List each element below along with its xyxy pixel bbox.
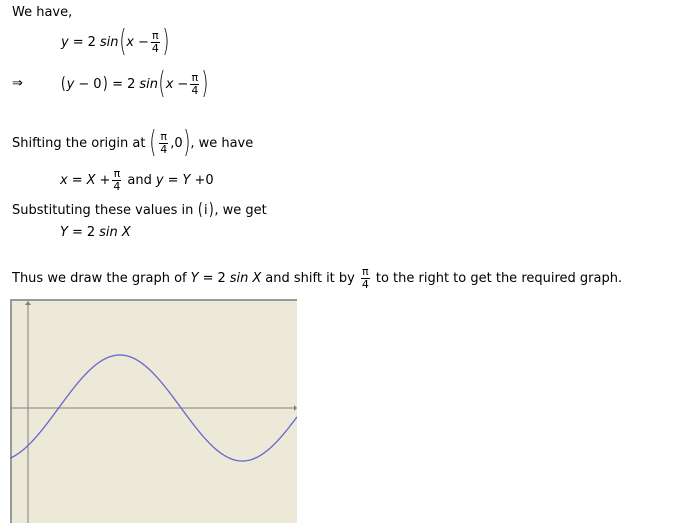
eq2-lhs-zero: 0 xyxy=(93,76,102,92)
sub-frac-den: 4 xyxy=(112,180,122,193)
eq2-var: x xyxy=(165,76,174,92)
equation-1: y = 2 sin ( x − π 4 ) xyxy=(61,27,170,57)
substituting-after-text: , we get xyxy=(214,203,267,218)
thus-coef: 2 xyxy=(217,271,226,286)
thus-equals: = xyxy=(202,271,214,286)
eq1-close-paren: ) xyxy=(162,24,170,59)
sub-Y: Y xyxy=(182,173,191,188)
sub-equals-2: = xyxy=(167,173,179,188)
eq1-func: sin xyxy=(99,34,119,50)
result-equals: = xyxy=(71,225,83,240)
shift-line: Shifting the origin at ( π 4 ,0 ) , we h… xyxy=(12,128,253,158)
sine-curve xyxy=(10,354,297,462)
shift-open-paren: ( xyxy=(149,125,157,160)
thus-Y: Y xyxy=(190,271,199,286)
eq2-func: sin xyxy=(139,76,158,92)
thus-frac-den: 4 xyxy=(360,278,370,291)
substitution-equations: x = X + π 4 and y = Y + 0 xyxy=(60,168,214,193)
eq2-frac-den: 4 xyxy=(190,83,200,97)
eq1-open-paren: ( xyxy=(118,24,126,59)
eq1-minus: − xyxy=(137,34,149,50)
x-axis-arrow xyxy=(294,405,297,411)
sub-equals: = xyxy=(71,173,83,188)
shift-close-paren: ) xyxy=(182,125,190,160)
graph-background xyxy=(10,299,297,523)
sub-zero: 0 xyxy=(205,173,214,188)
result-equation: Y = 2 sin X xyxy=(60,225,131,240)
sub-x: x xyxy=(60,173,68,188)
eq2-lhs-open-paren: ( xyxy=(60,73,66,94)
result-X: X xyxy=(121,225,131,240)
eq2-equals: = xyxy=(112,76,124,92)
shift-before-text: Shifting the origin at xyxy=(12,135,146,151)
eq1-equals: = xyxy=(72,34,84,50)
sub-fraction: π 4 xyxy=(112,167,122,193)
we-have-text: We have, xyxy=(12,5,73,20)
thus-middle-text: and shift it by xyxy=(265,271,355,286)
eq2-minus: − xyxy=(177,76,189,92)
eq2-lhs-minus: − xyxy=(78,76,90,92)
result-Y: Y xyxy=(60,225,68,240)
sub-y: y xyxy=(155,173,164,188)
sub-plus-2: + xyxy=(194,173,206,188)
implies-symbol: ⇒ xyxy=(12,76,23,91)
eq2-fraction: π 4 xyxy=(190,70,200,97)
thus-frac-num: π xyxy=(362,265,369,278)
eq1-fraction: π 4 xyxy=(150,28,160,55)
sub-frac-num: π xyxy=(113,167,121,180)
eq1-frac-num: π xyxy=(152,28,159,42)
equation-2: ( y − 0 ) = 2 sin ( x − π 4 ) xyxy=(60,69,209,99)
thus-after-text: to the right to get the required graph. xyxy=(375,271,623,286)
sub-plus: + xyxy=(99,173,111,188)
eq2-close-paren: ) xyxy=(201,66,209,101)
ref-close-paren: ) xyxy=(208,200,214,220)
sub-X: X xyxy=(86,173,96,188)
shift-comma-zero: ,0 xyxy=(170,135,183,151)
shift-frac-den: 4 xyxy=(159,142,169,156)
sub-and: and xyxy=(127,173,152,188)
eq2-lhs-close-paren: ) xyxy=(102,73,108,94)
eq1-lhs: y xyxy=(61,34,69,50)
result-coef: 2 xyxy=(86,225,96,240)
eq2-coef: 2 xyxy=(127,76,136,92)
thus-before-text: Thus we draw the graph of xyxy=(12,271,187,286)
thus-func: sin xyxy=(229,271,249,286)
eq1-coef: 2 xyxy=(87,34,96,50)
shift-frac-num: π xyxy=(160,129,167,143)
shift-fraction: π 4 xyxy=(159,129,169,156)
result-func: sin xyxy=(99,225,118,240)
y-axis-arrow xyxy=(25,301,31,305)
eq2-frac-num: π xyxy=(191,70,199,84)
eq2-open-paren: ( xyxy=(158,66,166,101)
thus-fraction: π 4 xyxy=(360,265,370,291)
eq1-var: x xyxy=(126,34,134,50)
sine-graph xyxy=(10,299,297,523)
substituting-text: Substituting these values in xyxy=(12,203,194,218)
eq1-frac-den: 4 xyxy=(150,41,160,55)
thus-line: Thus we draw the graph of Y = 2 sin X an… xyxy=(12,266,622,291)
equation-ref: i xyxy=(204,203,208,218)
ref-open-paren: ( xyxy=(198,200,204,220)
eq2-lhs-var: y xyxy=(66,76,75,92)
shift-after-text: , we have xyxy=(190,135,254,151)
substituting-line: Substituting these values in ( i ) , we … xyxy=(12,202,267,219)
thus-X: X xyxy=(252,271,262,286)
